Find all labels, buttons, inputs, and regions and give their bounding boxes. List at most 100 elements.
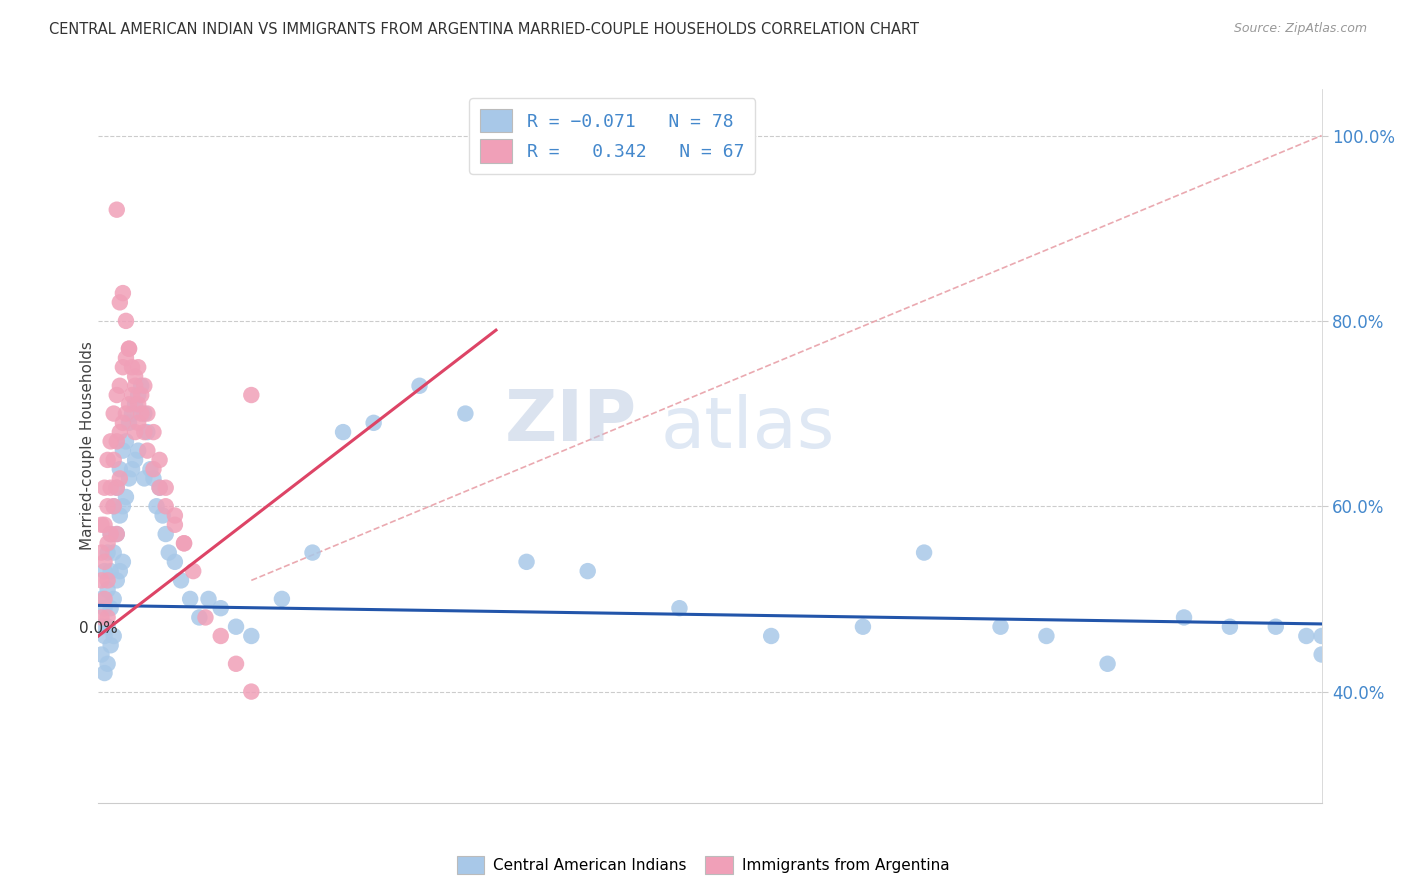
Point xyxy=(105,434,128,449)
Point xyxy=(163,517,186,532)
Point xyxy=(127,397,149,411)
Point xyxy=(1097,657,1119,671)
Point xyxy=(118,471,141,485)
Point xyxy=(240,629,263,643)
Point xyxy=(127,443,149,458)
Point xyxy=(111,443,134,458)
Point xyxy=(912,545,935,559)
Point xyxy=(105,527,128,541)
Point xyxy=(142,471,165,485)
Text: ZIP: ZIP xyxy=(505,386,637,456)
Point xyxy=(103,453,125,467)
Point xyxy=(103,407,125,421)
Point xyxy=(173,536,195,550)
Point xyxy=(118,342,141,356)
Point xyxy=(124,453,146,467)
Point xyxy=(111,555,134,569)
Point xyxy=(118,342,141,356)
Y-axis label: Married-couple Households: Married-couple Households xyxy=(80,342,94,550)
Point xyxy=(363,416,385,430)
Point xyxy=(121,388,143,402)
Point xyxy=(163,555,186,569)
Point xyxy=(90,517,112,532)
Point xyxy=(108,508,131,523)
Point xyxy=(93,629,115,643)
Point xyxy=(111,286,134,301)
Point xyxy=(124,397,146,411)
Point xyxy=(121,462,143,476)
Point xyxy=(173,536,195,550)
Point xyxy=(155,500,177,514)
Point xyxy=(134,407,156,421)
Point xyxy=(127,360,149,375)
Point xyxy=(93,591,115,606)
Point xyxy=(103,545,125,559)
Point xyxy=(197,591,219,606)
Point xyxy=(139,462,162,476)
Point xyxy=(209,601,232,615)
Point xyxy=(108,425,131,439)
Point xyxy=(103,591,125,606)
Point xyxy=(121,407,143,421)
Point xyxy=(115,407,138,421)
Point xyxy=(90,648,112,662)
Point xyxy=(121,360,143,375)
Point xyxy=(240,684,263,698)
Point xyxy=(134,425,156,439)
Point xyxy=(576,564,599,578)
Point xyxy=(129,388,152,402)
Point xyxy=(118,416,141,430)
Point xyxy=(103,500,125,514)
Point xyxy=(301,545,323,559)
Point xyxy=(97,536,120,550)
Point xyxy=(115,434,138,449)
Point xyxy=(124,425,146,439)
Point xyxy=(149,453,172,467)
Point xyxy=(124,369,146,384)
Point xyxy=(97,657,120,671)
Point xyxy=(93,564,115,578)
Point xyxy=(97,610,120,624)
Point xyxy=(108,564,131,578)
Text: Source: ZipAtlas.com: Source: ZipAtlas.com xyxy=(1233,22,1367,36)
Point xyxy=(100,481,122,495)
Point xyxy=(181,564,204,578)
Text: atlas: atlas xyxy=(661,393,835,463)
Point xyxy=(134,471,156,485)
Text: CENTRAL AMERICAN INDIAN VS IMMIGRANTS FROM ARGENTINA MARRIED-COUPLE HOUSEHOLDS C: CENTRAL AMERICAN INDIAN VS IMMIGRANTS FR… xyxy=(49,22,920,37)
Point xyxy=(145,500,167,514)
Point xyxy=(225,620,247,634)
Point xyxy=(97,574,120,588)
Point xyxy=(108,471,131,485)
Point xyxy=(1310,648,1333,662)
Point xyxy=(163,508,186,523)
Point xyxy=(170,574,193,588)
Point xyxy=(97,453,120,467)
Point xyxy=(93,666,115,681)
Point xyxy=(100,601,122,615)
Point xyxy=(134,378,156,392)
Point xyxy=(1295,629,1317,643)
Text: 0.0%: 0.0% xyxy=(79,621,118,636)
Point xyxy=(127,388,149,402)
Point xyxy=(194,610,217,624)
Point xyxy=(100,527,122,541)
Point xyxy=(93,517,115,532)
Point xyxy=(90,591,112,606)
Point xyxy=(105,574,128,588)
Point xyxy=(105,527,128,541)
Point xyxy=(332,425,354,439)
Point xyxy=(759,629,782,643)
Point xyxy=(1219,620,1241,634)
Point xyxy=(129,378,152,392)
Point xyxy=(149,481,172,495)
Point xyxy=(115,490,138,504)
Point xyxy=(225,657,247,671)
Point xyxy=(157,545,180,559)
Point xyxy=(90,610,112,624)
Point xyxy=(100,638,122,652)
Point xyxy=(668,601,690,615)
Point xyxy=(100,434,122,449)
Point xyxy=(105,481,128,495)
Point xyxy=(118,397,141,411)
